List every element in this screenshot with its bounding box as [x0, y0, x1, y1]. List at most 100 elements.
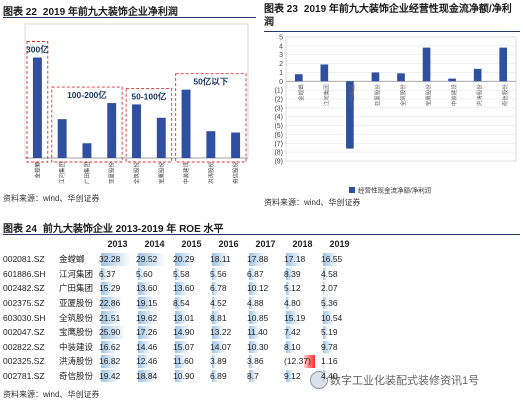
roe-data-bar: [286, 282, 291, 295]
roe-name: 中装建设: [59, 341, 94, 352]
roe-value: 14.07: [210, 341, 232, 352]
roe-cell: 18.84: [136, 369, 173, 384]
fig22-source: 资料来源：wind、华创证券: [3, 194, 100, 203]
roe-cell: 9.78: [321, 340, 358, 355]
roe-value: 12.46: [136, 356, 158, 367]
roe-data-bar: [286, 325, 293, 339]
roe-cell: 17.88: [247, 252, 284, 267]
roe-cell: 13.60: [136, 281, 173, 296]
roe-data-bar: [249, 282, 259, 295]
roe-value: 6.89: [210, 371, 227, 382]
roe-cell: 13.60: [173, 281, 210, 296]
roe-row: 002781.SZ 奇信股份 19.42 18.84 10.90 6.89 8.7 9.12 4…: [3, 369, 358, 384]
fig22-x-tick-8: 奇信股份: [232, 162, 240, 185]
roe-cell: 14.07: [210, 340, 247, 355]
roe-cell: 11.40: [247, 325, 284, 340]
fig22-bar-1: [57, 119, 67, 158]
roe-cell: 10.54: [321, 310, 358, 325]
roe-code: 002375.SZ: [3, 298, 45, 309]
fig23-x-tick-7: 洪涛股份: [476, 84, 484, 107]
fig23-legend-swatch: [349, 187, 355, 193]
fig23-y-tick-11: (6): [274, 132, 283, 139]
roe-data-bar: [323, 267, 328, 281]
roe-header-blank: [3, 236, 59, 252]
roe-value: 10.12: [247, 283, 269, 294]
roe-value: 13.60: [136, 283, 158, 294]
fig23-chart: 54 3 2 1 0 (1) (2)(3) (4) (5) (6) (7) (8) (9) 金螳螂 江河集团…: [274, 35, 517, 195]
roe-data-bar: [175, 340, 189, 354]
roe-code: 002781.SZ: [3, 371, 45, 382]
roe-cell: 5.58: [173, 267, 210, 282]
roe-value: 19.62: [136, 312, 158, 323]
fig23-title-rule: [264, 31, 520, 32]
roe-data-bar: [101, 325, 126, 339]
roe-value: 4.40: [321, 371, 338, 382]
roe-cell: 7.42: [284, 325, 321, 340]
fig22-group-box-1: [51, 86, 123, 163]
roe-cell: 4.80: [284, 296, 321, 311]
fig23-bar-1: [320, 64, 329, 82]
roe-data-bar: [175, 325, 189, 339]
roe-value: 17.18: [284, 254, 306, 265]
roe-code: 603030.SH: [3, 312, 46, 323]
roe-value: 4.80: [284, 298, 301, 309]
roe-value: 9.78: [321, 341, 338, 352]
roe-header-2018: 2018: [292, 239, 313, 249]
roe-cell: 29.52: [136, 252, 173, 267]
fig23-x-tick-8: 奇信股份: [501, 84, 509, 107]
roe-value: 17.26: [136, 327, 158, 338]
fig22-group-box-2: [125, 87, 173, 163]
fig23-source: 资料来源：wind、华创证券: [264, 198, 361, 207]
roe-header-2014: 2014: [144, 239, 165, 249]
roe-data-bar: [249, 311, 260, 324]
fig23-y-tick-2: 3: [279, 52, 283, 59]
roe-code: 002482.SZ: [3, 283, 45, 294]
fig23-bar-0: [294, 74, 303, 82]
roe-data-bar: [138, 340, 152, 354]
fig22-group-box-0: [26, 41, 49, 163]
fig22-group-label-2: 50-100亿: [131, 91, 166, 101]
roe-value: 11.60: [173, 356, 194, 367]
roe-header-2015: 2015: [181, 239, 202, 249]
roe-header-2017: 2017: [255, 239, 276, 249]
roe-data-bar: [323, 311, 333, 324]
roe-value: 5.36: [321, 298, 338, 309]
fig22-x-tick-2: 广田集团: [83, 162, 91, 185]
fig22-title: 图表 22 2019 年前九大装饰企业净利润: [3, 3, 178, 18]
fig23-y-tick-13: (8): [274, 150, 283, 157]
roe-data-bar: [212, 325, 225, 339]
fig22-x-tick-1: 江河集团: [58, 162, 66, 185]
roe-value: 5.56: [210, 268, 227, 279]
roe-data-bar: [175, 311, 188, 324]
fig22-label: 图表 22: [3, 7, 37, 18]
roe-cell: 5.36: [321, 296, 358, 311]
roe-value: 15.19: [284, 312, 306, 323]
roe-cell: 9.12: [284, 369, 321, 384]
roe-data-bar: [138, 355, 150, 368]
roe-value: 4.58: [321, 268, 338, 279]
roe-cell: 16.55: [321, 252, 358, 267]
roe-value: 20.29: [173, 254, 195, 265]
fig23-y-tick-7: (2): [274, 97, 283, 104]
roe-code: 002081.SZ: [3, 254, 45, 265]
roe-cell: 3.89: [210, 354, 247, 369]
roe-cell: 13.01: [173, 310, 210, 325]
roe-cell: 10.85: [247, 310, 284, 325]
roe-cell: 15.07: [173, 340, 210, 355]
fig23-x-tick-6: 中装建设: [450, 84, 458, 107]
fig23-x-tick-4: 全筑股份: [399, 84, 407, 107]
roe-code: 601886.SH: [3, 268, 46, 279]
roe-name: 广田集团: [59, 283, 94, 294]
roe-name: 宝鹰股份: [59, 327, 94, 338]
fig22-x-tick-4: 全筑股份: [133, 162, 141, 185]
roe-value: 3.86: [247, 356, 264, 367]
fig23-y-tick-9: (4): [274, 114, 283, 121]
roe-cell: 17.26: [136, 325, 173, 340]
fig23-title: 图表 23 2019 年前九大装饰企业经营性现金流净额/净利润: [264, 3, 520, 29]
fig24-title-text: 前九大装饰企业 2013-2019 年 ROE 水平: [42, 224, 224, 235]
roe-header-blank: [59, 236, 99, 252]
roe-value: 8.39: [284, 268, 301, 279]
roe-cell: 8.7: [247, 369, 284, 384]
roe-value: (12.37): [284, 356, 311, 367]
